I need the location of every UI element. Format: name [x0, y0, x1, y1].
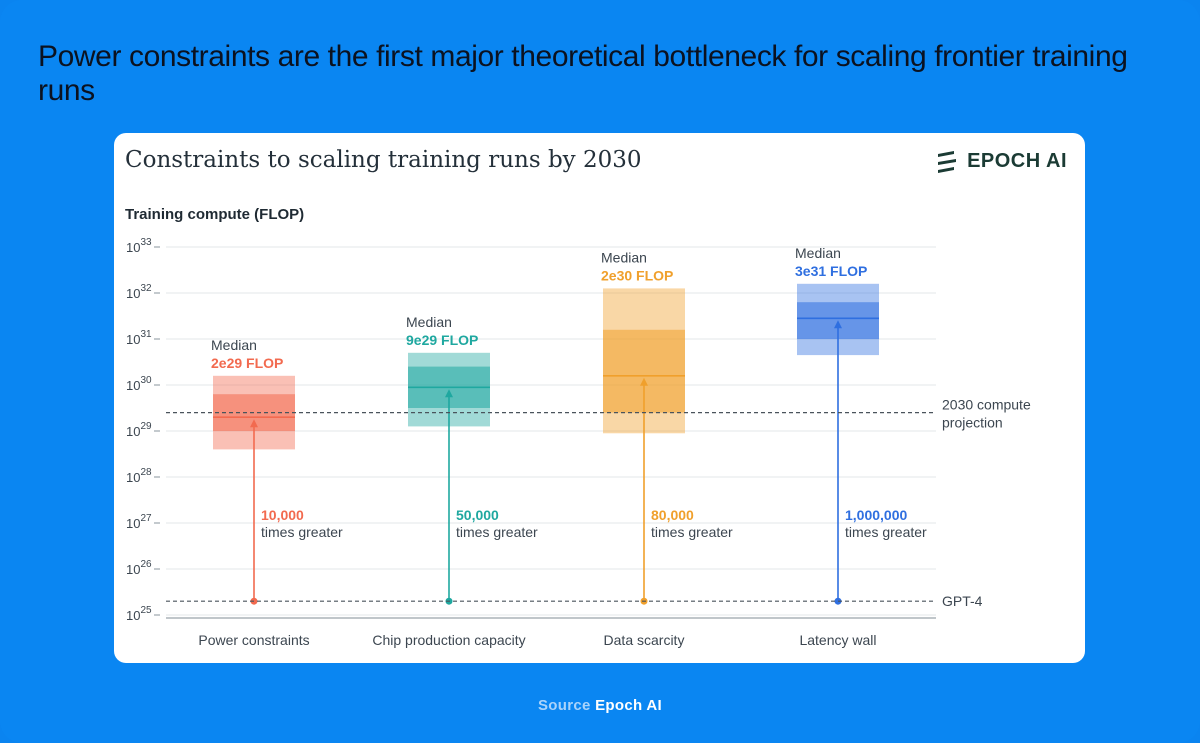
- headline: Power constraints are the first major th…: [38, 40, 1128, 107]
- arrow-head: [445, 389, 453, 398]
- arrow-head: [834, 320, 842, 329]
- median-label: Median: [211, 337, 257, 353]
- y-tick-label: 1032: [126, 283, 152, 301]
- median-value: 2e30 FLOP: [601, 267, 673, 283]
- y-tick-label: 1030: [126, 375, 152, 393]
- epoch-logo-icon: [938, 151, 957, 173]
- median-value: 2e29 FLOP: [211, 355, 283, 371]
- multiplier-text: times greater: [845, 524, 927, 540]
- chart-card: Constraints to scaling training runs by …: [114, 133, 1085, 663]
- chart-title: Constraints to scaling training runs by …: [125, 147, 642, 173]
- median-label: Median: [406, 314, 452, 330]
- brand-name: EPOCH AI: [967, 149, 1067, 172]
- multiplier-text: times greater: [456, 524, 538, 540]
- brand-logo: EPOCH AI: [935, 147, 1067, 175]
- y-tick-label: 1029: [126, 421, 152, 439]
- x-category-label: Power constraints: [198, 632, 309, 648]
- y-tick-label: 1028: [126, 467, 152, 485]
- multiplier-text: times greater: [651, 524, 733, 540]
- arrow-head: [640, 377, 648, 386]
- y-tick-label: 1031: [126, 329, 152, 347]
- multiplier-value: 1,000,000: [845, 507, 907, 523]
- multiplier-text: times greater: [261, 524, 343, 540]
- chart-plot: Training compute (FLOP) 1025 1026 1027 1028 1…: [125, 206, 1031, 648]
- median-label: Median: [795, 245, 841, 261]
- median-value: 9e29 FLOP: [406, 332, 478, 348]
- multiplier-value: 50,000: [456, 507, 499, 523]
- y-tick-label: 1027: [126, 513, 152, 531]
- reference-label: projection: [942, 415, 1003, 431]
- y-tick-label: 1033: [126, 237, 152, 255]
- x-category-label: Chip production capacity: [372, 632, 525, 648]
- x-category-label: Data scarcity: [604, 632, 685, 648]
- y-axis-label: Training compute (FLOP): [125, 206, 304, 223]
- median-label: Median: [601, 249, 647, 265]
- x-category-label: Latency wall: [799, 632, 876, 648]
- y-tick-label: 1025: [126, 605, 152, 623]
- reference-label: GPT-4: [942, 593, 983, 609]
- median-value: 3e31 FLOP: [795, 263, 867, 279]
- reference-label: 2030 compute: [942, 397, 1031, 413]
- multiplier-value: 80,000: [651, 507, 694, 523]
- source-name: Epoch AI: [595, 697, 662, 714]
- source-credit: Source Epoch AI: [0, 697, 1200, 714]
- arrow-head: [250, 419, 258, 428]
- y-tick-label: 1026: [126, 559, 152, 577]
- multiplier-value: 10,000: [261, 507, 304, 523]
- source-label: Source: [538, 697, 591, 714]
